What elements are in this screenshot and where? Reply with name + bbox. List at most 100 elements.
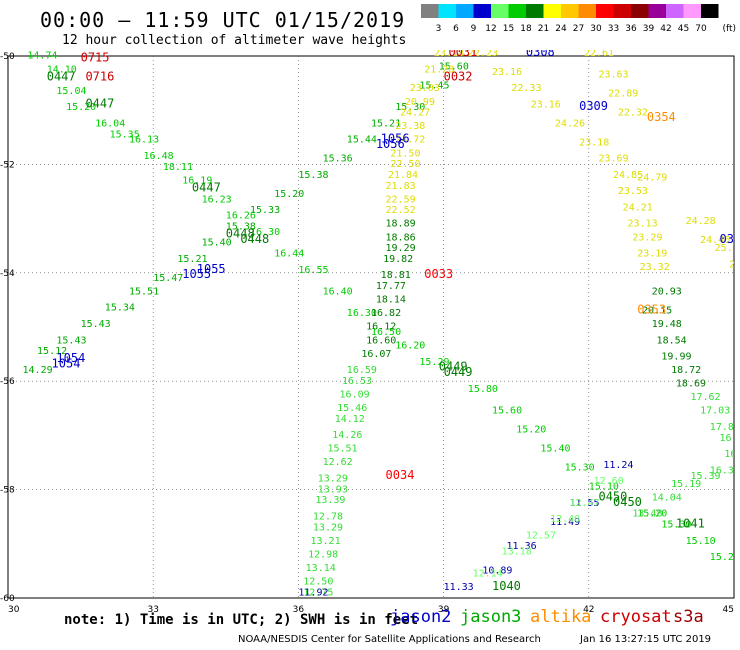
swh-value-label: 12.78: [313, 511, 343, 522]
swh-value-label: 23.13: [628, 219, 658, 230]
swh-value-label: 22.33: [511, 83, 541, 94]
swh-value-label: 14.26: [332, 430, 362, 441]
swh-value-label: 12.62: [323, 457, 353, 468]
altimeter-track: 22.23 23.16 22.33 23.16 24.26 23.18 23.69 24.85…: [468, 50, 670, 273]
swh-value-label: 15.20: [66, 102, 96, 113]
colorbar-swatch: [421, 4, 439, 18]
swh-value-label: 19.48: [652, 319, 682, 330]
swh-value-label: 11.33: [444, 582, 474, 593]
swh-value-label: 25.19: [715, 243, 740, 254]
swh-value-label: 24.85: [613, 170, 643, 181]
swh-value-label: 16.40: [323, 286, 353, 297]
colorbar-tick-label: 39: [643, 24, 655, 34]
swh-value-label: 15.51: [327, 444, 357, 455]
pass-time-label: 0716: [85, 69, 114, 83]
swh-value-label: 24.79: [637, 173, 667, 184]
satellite-legend-altika: altika: [530, 607, 592, 627]
swh-value-label: 13.14: [306, 563, 336, 574]
colorbar-unit: (ft): [723, 24, 737, 34]
swh-value-label: 15.04: [56, 86, 86, 97]
swh-value-label: 23.53: [618, 186, 648, 197]
y-tick-label: -54: [0, 269, 15, 279]
colorbar-swatch: [596, 4, 614, 18]
pass-time-label: 1040: [492, 579, 521, 593]
swh-value-label: 15.60: [439, 62, 469, 73]
swh-value-label: 16.13: [129, 135, 159, 146]
swh-value-label: 14.74: [27, 51, 57, 62]
swh-value-label: 12.14: [473, 568, 503, 579]
swh-value-label: 15.34: [105, 303, 135, 314]
swh-value-label: 20.93: [652, 286, 682, 297]
swh-value-label: 15.36: [323, 154, 353, 165]
swh-value-label: 13.29: [313, 522, 343, 533]
swh-value-label: 16.30: [250, 227, 280, 238]
pass-time-label: 0447: [47, 69, 76, 83]
swh-value-label: 13.48: [632, 509, 662, 520]
colorbar-tick-label: 36: [625, 24, 637, 34]
pass-time-label: 0308: [526, 45, 555, 59]
colorbar-swatch: [648, 4, 666, 18]
colorbar-swatch: [578, 4, 596, 18]
pass-time-label: 031: [719, 232, 740, 246]
swh-value-label: 16.88: [719, 433, 740, 444]
swh-value-label: 15.30: [565, 463, 595, 474]
swh-value-label: 15.12: [37, 346, 67, 357]
satellite-legend-s3a: s3a: [673, 607, 704, 627]
pass-time-label: 1055: [182, 267, 211, 281]
swh-value-label: 15.40: [202, 238, 232, 249]
swh-value-label: 13.18: [502, 547, 532, 558]
swh-value-label: 18.81: [381, 270, 411, 281]
y-tick-label: -60: [0, 594, 15, 604]
swh-value-label: 14.29: [23, 365, 53, 376]
swh-value-label: 15.51: [129, 286, 159, 297]
swh-value-label: 19.99: [661, 352, 691, 363]
colorbar-swatch: [613, 4, 631, 18]
pass-time-label: 0309: [579, 99, 608, 113]
swh-value-label: 24.28: [686, 216, 716, 227]
colorbar-swatch: [666, 4, 684, 18]
colorbar-tick-label: 3: [436, 24, 442, 34]
swh-value-label: 13.21: [311, 536, 341, 547]
pass-time-label: 0715: [81, 50, 110, 64]
pass-time-label: 0353: [637, 302, 666, 316]
swh-value-label: 15.46: [337, 403, 367, 414]
swh-value-label: 10.89: [482, 566, 512, 577]
colorbar-swatch: [701, 4, 719, 18]
swh-value-label: 16.09: [340, 389, 370, 400]
x-tick-label: 33: [147, 605, 158, 615]
page-subtitle: 12 hour collection of altimeter wave hei…: [62, 33, 407, 48]
swh-value-label: 15.38: [298, 170, 328, 181]
swh-value-label: 16.20: [395, 341, 425, 352]
swh-value-label: 18.54: [657, 335, 687, 346]
pass-time-label: 1054: [52, 357, 81, 371]
swh-value-label: 21.83: [386, 181, 416, 192]
swh-value-label: 13.93: [318, 484, 348, 495]
swh-value-label: 11.55: [569, 498, 599, 509]
swh-value-label: 15.20: [710, 552, 740, 563]
pass-time-label: 0033: [424, 267, 453, 281]
swh-value-label: 15.38: [226, 221, 256, 232]
swh-value-label: 20.15: [642, 305, 672, 316]
x-tick-label: 45: [723, 605, 734, 615]
swh-value-label: 16.07: [361, 349, 391, 360]
swh-value-label: 15.45: [419, 81, 449, 92]
colorbar-tick-label: 70: [695, 24, 707, 34]
pass-time-label: 0449: [444, 365, 473, 379]
swh-value-label: 15.10: [686, 536, 716, 547]
colorbar-tick-label: 6: [453, 24, 459, 34]
swh-value-label: 24.21: [623, 202, 653, 213]
swh-value-label: 15.30: [661, 520, 691, 531]
colorbar-tick-label: 45: [678, 24, 689, 34]
swh-value-label: 16.60: [366, 335, 396, 346]
swh-value-label: 18.69: [676, 379, 706, 390]
swh-value-label: 21.84: [388, 170, 418, 181]
altimeter-track: 14.2915.1215.4315.4315.3415.5115.4715.21…: [23, 62, 469, 377]
x-tick-label: 30: [8, 605, 20, 615]
map-frame: [7, 55, 735, 599]
swh-value-label: 14.10: [47, 64, 77, 75]
colorbar-swatch: [438, 4, 456, 18]
swh-value-label: 15.20: [274, 189, 304, 200]
swh-value-label: 12.57: [526, 530, 556, 541]
colorbar-swatch: [526, 4, 544, 18]
